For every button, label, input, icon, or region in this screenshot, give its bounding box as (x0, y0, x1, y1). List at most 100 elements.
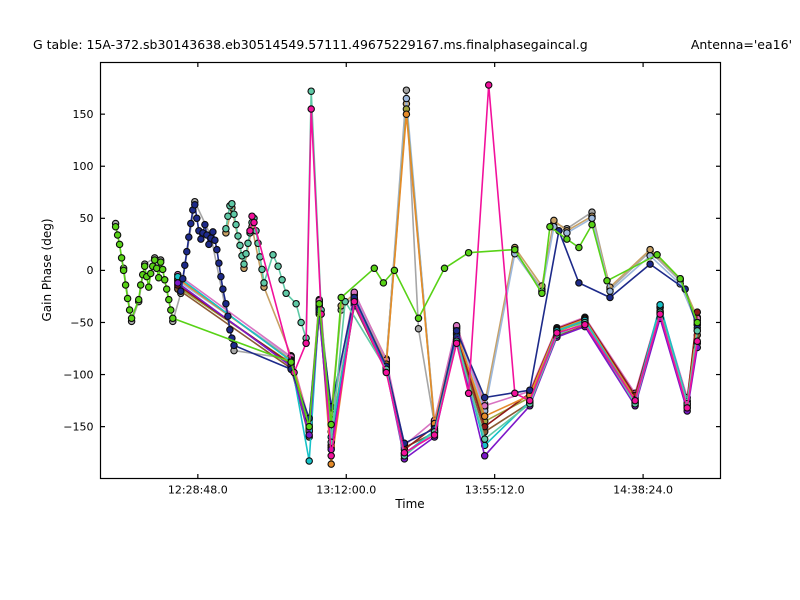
marker-spw-navy (452, 327, 461, 335)
x-tick-label: 13:55:12.0 (465, 484, 525, 497)
marker-spw-chartreuse (152, 264, 161, 273)
marker-spw-magenta (307, 105, 315, 113)
marker-spw-chartreuse (414, 314, 423, 323)
marker-spw-magenta (350, 297, 359, 306)
marker-spw-chartreuse (115, 240, 124, 249)
marker-spw-navy (226, 326, 234, 334)
y-tick-label: −50 (70, 316, 93, 329)
marker-spw-navy (224, 312, 232, 320)
marker-spw-navy (217, 272, 225, 281)
marker-spw-aquamarine (240, 260, 248, 268)
marker-spw-chartreuse (167, 306, 175, 314)
marker-spw-chartreuse (464, 248, 473, 257)
marker-spw-aquamarine (282, 289, 290, 298)
marker-spw-chartreuse (379, 279, 388, 287)
marker-spw-navy (191, 201, 199, 209)
marker-spw-navy (201, 220, 209, 229)
marker-spw-aquamarine (307, 87, 315, 95)
marker-spw-magenta (248, 212, 256, 220)
marker-spw-chartreuse (337, 293, 345, 302)
marker-spw-chartreuse (440, 264, 449, 273)
marker-spw-chartreuse (158, 265, 167, 274)
marker-spw-magenta (464, 389, 473, 398)
marker-spw-magenta (430, 431, 439, 439)
marker-spw-purple (305, 431, 313, 439)
marker-spw-chartreuse (169, 314, 177, 323)
marker-spw-steelblue (606, 287, 614, 295)
marker-spw-navy (209, 228, 217, 236)
x-tick-label: 13:12:00.0 (316, 484, 376, 497)
marker-spw-cyan (656, 301, 664, 309)
marker-spw-chartreuse (287, 358, 295, 366)
marker-spw-aquamarine (236, 241, 244, 250)
marker-spw-chartreuse (160, 276, 169, 284)
marker-spw-aquamarine (230, 210, 238, 218)
marker-spw-aquamarine (234, 232, 242, 240)
marker-spw-navy (187, 219, 195, 228)
marker-spw-magenta (693, 337, 702, 345)
marker-spw-chartreuse (588, 220, 596, 229)
marker-spw-chartreuse (156, 258, 165, 266)
series-line-spw-chartreuse (114, 223, 699, 428)
marker-spw-orange (480, 412, 489, 420)
marker-spw-aquamarine (269, 251, 277, 259)
marker-spw-aquamarine (260, 279, 268, 287)
marker-spw-magenta (581, 320, 589, 329)
marker-spw-gray (414, 324, 423, 333)
marker-spw-aquamarine (224, 212, 232, 220)
series-line-spw-olive (177, 108, 699, 433)
marker-spw-navy (197, 235, 205, 243)
x-axis-title: Time (395, 497, 425, 511)
marker-spw-magenta (250, 218, 258, 227)
marker-spw-magenta (327, 452, 335, 460)
marker-spw-navy (213, 245, 221, 254)
marker-spw-chartreuse (144, 283, 153, 291)
marker-spw-chartreuse (125, 306, 134, 314)
marker-spw-chartreuse (327, 420, 335, 429)
marker-spw-chartreuse (305, 422, 313, 431)
marker-spw-chartreuse (575, 243, 583, 252)
marker-spw-chartreuse (136, 281, 145, 289)
marker-spw-magenta (302, 339, 310, 348)
marker-spw-chartreuse (162, 285, 171, 293)
marker-spw-chartreuse (390, 266, 399, 275)
marker-spw-chartreuse (370, 264, 379, 273)
marker-spw-navy (185, 233, 193, 241)
marker-spw-navy (215, 259, 223, 267)
marker-spw-chartreuse (154, 273, 163, 282)
marker-spw-aquamarine (232, 220, 240, 229)
marker-spw-navy (177, 287, 185, 295)
marker-spw-navy (526, 386, 534, 394)
marker-spw-chartreuse (538, 289, 546, 298)
marker-spw-navy (480, 393, 489, 402)
marker-spw-steelblue (563, 229, 571, 237)
marker-spw-aquamarine (228, 199, 236, 208)
marker-spw-navy (646, 260, 654, 268)
marker-spw-chartreuse (111, 222, 120, 231)
marker-spw-chartreuse (119, 266, 128, 275)
marker-spw-magenta (382, 368, 391, 377)
marker-spw-aquamarine (258, 265, 266, 274)
marker-spw-tan (646, 245, 654, 254)
marker-spw-aquamarine (222, 224, 230, 233)
marker-spw-magenta (246, 227, 254, 235)
marker-spw-navy (193, 214, 201, 223)
y-tick-label: 150 (73, 108, 94, 121)
marker-spw-purple (480, 452, 489, 460)
antenna-label: Antenna='ea16' (690, 37, 792, 52)
marker-spw-navy (222, 299, 230, 308)
marker-spw-darkred (693, 308, 702, 316)
marker-spw-chartreuse (693, 318, 702, 327)
marker-spw-chartreuse (140, 262, 149, 270)
marker-spw-navy (179, 274, 187, 283)
y-tick-label: −100 (63, 368, 93, 381)
marker-spw-magenta (484, 81, 493, 89)
marker-spw-chartreuse (150, 256, 159, 264)
marker-spw-navy (606, 293, 614, 302)
marker-spw-cyan (305, 457, 313, 465)
series-line-spw-gray (114, 89, 699, 433)
figure-title: G table: 15A-372.sb30143638.eb30514549.5… (33, 38, 792, 52)
marker-spw-gray (402, 86, 411, 94)
marker-spw-navy (181, 261, 189, 269)
